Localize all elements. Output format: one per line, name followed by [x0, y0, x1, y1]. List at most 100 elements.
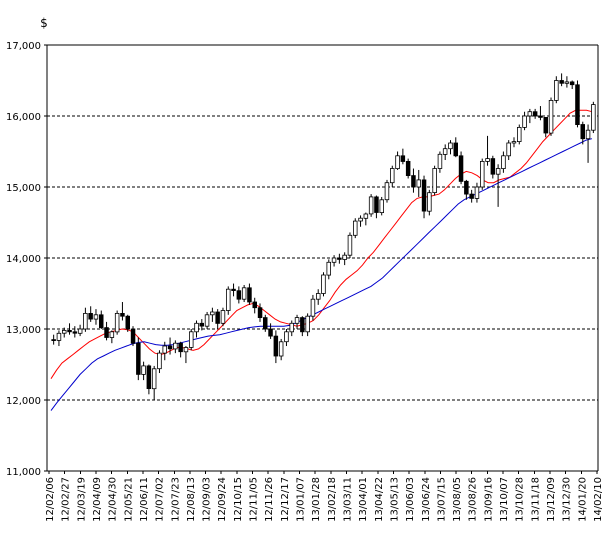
candle-body [400, 155, 406, 162]
y-tick-label: 13,000 [6, 325, 41, 336]
candle-body [448, 142, 453, 150]
candle-body [337, 257, 342, 260]
candle-body [136, 342, 141, 375]
candle-body [527, 111, 533, 117]
y-tick-label: 12,000 [6, 396, 41, 407]
candle-body [511, 141, 517, 144]
candle-body [554, 80, 559, 101]
x-tick-label: 12/03/19 [76, 477, 87, 522]
candle-body [411, 175, 416, 188]
series-line-long-ma [50, 138, 593, 411]
y-tick-label: 14,000 [6, 254, 41, 265]
candle-body [151, 368, 157, 390]
candle-body [305, 315, 310, 333]
x-tick-label: 12/02/06 [45, 477, 56, 522]
y-tick-label: 15,000 [6, 183, 41, 194]
x-tick-label: 12/09/03 [202, 477, 213, 522]
y-tick-label: 16,000 [6, 112, 41, 123]
candle-body [363, 213, 369, 219]
candle-body [485, 158, 490, 162]
y-tick-label: 11,000 [6, 467, 41, 478]
x-tick-label: 13/01/28 [311, 477, 322, 522]
candle-body [231, 288, 236, 292]
candle-body [352, 220, 358, 236]
x-tick-label: 12/07/02 [155, 477, 166, 522]
x-tick-label: 13/10/07 [499, 477, 510, 522]
x-tick-label: 13/08/26 [468, 477, 479, 522]
candle-body [210, 311, 215, 316]
candle-body [257, 307, 263, 319]
candle-body [395, 155, 400, 170]
candle-body [183, 347, 189, 353]
candle-body [416, 179, 421, 188]
candle-body [130, 328, 136, 344]
x-tick-label: 13/04/22 [374, 477, 385, 522]
x-tick-label: 12/04/09 [92, 477, 103, 522]
candle-body [379, 199, 384, 214]
candle-body [120, 312, 125, 317]
candle-body [114, 312, 120, 333]
candle-body [88, 312, 93, 320]
x-tick-label: 13/03/11 [342, 477, 353, 522]
candle-body [453, 142, 458, 157]
candle-body [51, 339, 56, 342]
candle-body [225, 288, 231, 311]
candle-body [564, 81, 570, 84]
candle-body [99, 314, 104, 328]
candle-body [315, 293, 321, 300]
candle-body [109, 331, 115, 338]
candle-body [278, 341, 284, 357]
candle-body [72, 331, 78, 334]
candle-body [284, 331, 289, 343]
x-tick-label: 13/02/18 [327, 477, 338, 522]
series-line-short-ma [50, 109, 593, 379]
candle-body [548, 100, 554, 134]
candle-body [321, 274, 326, 294]
candle-body [125, 315, 131, 330]
candle-body [294, 317, 300, 324]
candle-body [347, 234, 353, 256]
x-tick-label: 13/07/15 [436, 477, 447, 522]
x-tick-label: 12/11/05 [249, 477, 260, 522]
candle-body [506, 142, 511, 157]
candle-body [220, 310, 226, 324]
candle-body [247, 287, 252, 303]
candle-body [241, 287, 247, 300]
x-tick-label: 12/10/15 [233, 477, 244, 522]
x-tick-label: 12/04/30 [108, 477, 119, 522]
x-tick-label: 13/12/30 [562, 477, 573, 522]
candle-body [194, 322, 199, 333]
candle-body [585, 129, 591, 140]
candle-body [474, 186, 480, 199]
candle-body [432, 168, 437, 194]
candle-body [384, 182, 390, 201]
x-tick-label: 12/06/11 [139, 477, 150, 522]
x-tick-label: 14/01/20 [577, 477, 588, 522]
candle-body [310, 298, 316, 317]
candle-body [236, 290, 242, 300]
x-tick-label: 13/10/28 [515, 477, 526, 522]
candle-body [56, 332, 62, 341]
candle-body [495, 168, 501, 175]
candle-body [437, 153, 443, 169]
candle-body [421, 179, 427, 212]
candle-body [162, 345, 167, 354]
candle-body [141, 365, 146, 375]
candle-body [490, 158, 496, 175]
candle-body [178, 342, 183, 353]
x-tick-label: 13/09/16 [483, 477, 494, 522]
candle-body [538, 115, 543, 118]
candle-body [273, 335, 279, 357]
candle-body [173, 342, 178, 350]
candle-body [543, 117, 549, 134]
candle-body [262, 317, 268, 330]
candle-body [458, 155, 464, 182]
candle-body [580, 124, 586, 140]
x-tick-label: 12/11/26 [264, 477, 275, 522]
candle-body [215, 311, 220, 324]
x-tick-label: 12/12/17 [280, 477, 291, 522]
candle-body [501, 155, 506, 170]
x-tick-label: 14/02/10 [593, 477, 604, 522]
x-tick-label: 12/05/21 [123, 477, 134, 522]
